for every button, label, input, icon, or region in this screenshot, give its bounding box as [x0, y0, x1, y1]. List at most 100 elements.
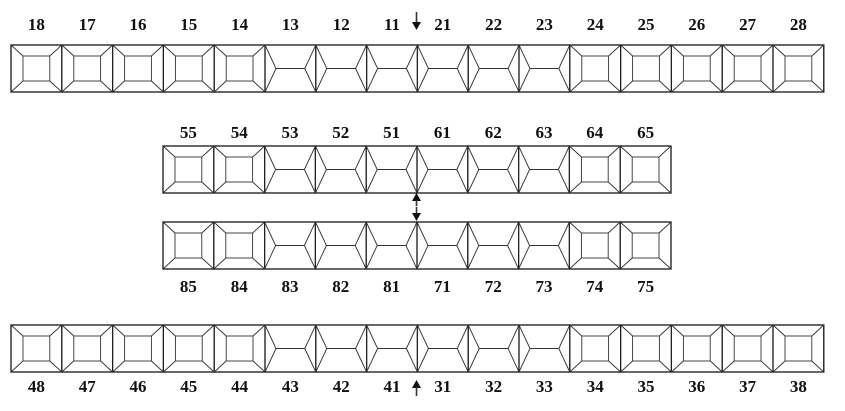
surface-line: [772, 44, 786, 57]
tooth-number-34: 34: [587, 377, 605, 396]
tooth-85: [162, 221, 215, 270]
tooth-64: [568, 145, 621, 194]
occlusal-surface: [73, 55, 102, 82]
tooth-number-22: 22: [485, 15, 502, 34]
tooth-number-18: 18: [28, 15, 45, 34]
tooth-42: [315, 324, 368, 373]
row-primary-lower: [162, 221, 672, 270]
surface-line: [658, 145, 672, 158]
row-permanent-upper: [10, 44, 825, 93]
surface-line: [61, 324, 75, 337]
tooth-number-11: 11: [384, 15, 400, 34]
surface-line: [201, 145, 215, 158]
surface-line: [467, 221, 480, 246]
surface-line: [619, 181, 633, 194]
tooth-16: [111, 44, 164, 93]
surface-line: [100, 44, 113, 57]
surface-line: [416, 324, 429, 349]
surface-line: [201, 44, 215, 57]
surface-line: [304, 68, 317, 93]
surface-line: [569, 44, 583, 57]
surface-line: [314, 169, 327, 194]
surface-line: [365, 169, 378, 194]
surface-line: [112, 80, 125, 93]
surface-line: [354, 245, 367, 270]
surface-line: [365, 245, 378, 270]
surface-line: [213, 257, 227, 270]
surface-line: [569, 80, 583, 93]
tooth-74: [568, 221, 621, 270]
surface-line: [658, 181, 672, 194]
surface-line: [10, 360, 24, 373]
surface-line: [558, 324, 571, 349]
tooth-54: [213, 145, 266, 194]
surface-line: [201, 181, 215, 194]
surface-line: [671, 80, 684, 93]
surface-line: [213, 80, 227, 93]
surface-line: [355, 348, 368, 373]
surface-line: [355, 44, 368, 69]
tooth-outline: [772, 44, 825, 93]
surface-line: [61, 44, 75, 57]
surface-line: [112, 44, 125, 57]
surface-line: [354, 169, 367, 194]
surface-line: [760, 80, 774, 93]
surface-line: [162, 145, 176, 158]
tooth-23: [518, 44, 571, 93]
tooth-33: [518, 324, 571, 373]
surface-line: [112, 324, 125, 337]
occlusal-surface: [174, 156, 203, 183]
surface-line: [314, 221, 327, 246]
surface-line: [366, 68, 379, 93]
surface-line: [315, 324, 328, 349]
surface-line: [162, 257, 176, 270]
tooth-number-52: 52: [332, 123, 349, 142]
tooth-number-48: 48: [28, 377, 45, 396]
surface-line: [264, 324, 277, 349]
surface-line: [467, 68, 480, 93]
tooth-84: [213, 221, 266, 270]
tooth-36: [670, 324, 723, 373]
surface-line: [721, 324, 735, 337]
tooth-51: [365, 145, 418, 194]
surface-line: [518, 245, 531, 270]
occlusal-surface: [73, 335, 102, 362]
surface-line: [558, 68, 571, 93]
tooth-11: [366, 44, 419, 93]
surface-line: [608, 360, 621, 373]
surface-line: [405, 44, 418, 69]
surface-line: [569, 221, 582, 234]
surface-line: [252, 324, 266, 337]
tooth-number-13: 13: [282, 15, 299, 34]
tooth-number-23: 23: [536, 15, 553, 34]
surface-line: [314, 145, 327, 170]
surface-line: [252, 80, 266, 93]
surface-line: [151, 80, 164, 93]
occlusal-surface: [225, 335, 254, 362]
surface-line: [416, 221, 429, 246]
surface-line: [518, 169, 531, 194]
surface-line: [608, 324, 621, 337]
tooth-number-55: 55: [180, 123, 197, 142]
surface-line: [467, 145, 480, 170]
surface-line: [264, 348, 277, 373]
tooth-65: [619, 145, 672, 194]
tooth-number-14: 14: [231, 15, 249, 34]
surface-line: [405, 324, 418, 349]
surface-line: [659, 80, 672, 93]
surface-line: [405, 348, 418, 373]
surface-line: [659, 324, 672, 337]
surface-line: [10, 324, 24, 337]
tooth-41: [366, 324, 419, 373]
surface-line: [366, 44, 379, 69]
tooth-52: [314, 145, 367, 194]
surface-line: [355, 324, 368, 349]
surface-line: [608, 80, 621, 93]
occlusal-surface: [631, 232, 660, 259]
tooth-number-26: 26: [688, 15, 705, 34]
surface-line: [811, 80, 825, 93]
tooth-48: [10, 324, 63, 373]
surface-line: [365, 145, 378, 170]
tooth-number-61: 61: [434, 123, 451, 142]
tooth-82: [314, 221, 367, 270]
